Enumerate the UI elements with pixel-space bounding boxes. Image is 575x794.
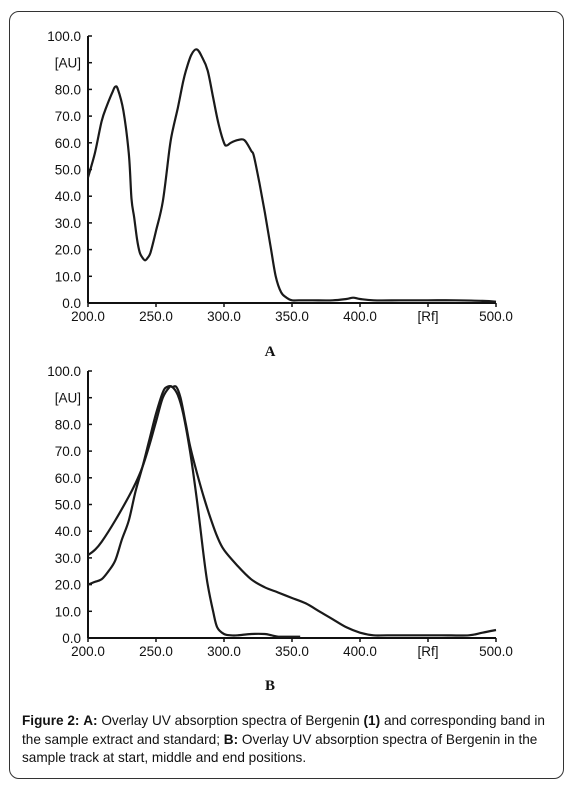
chart-b-x-tick-label: 350.0 [275, 644, 309, 659]
chart-a-x-tick-label: 350.0 [275, 309, 309, 324]
chart-b-y-tick-label: 80.0 [55, 417, 81, 432]
caption-b-text: Overlay UV absorption spectra of Bergeni… [22, 731, 538, 766]
chart-b-series-line-1 [87, 385, 497, 637]
chart-a-y-tick-label: 100.0 [47, 29, 81, 44]
chart-b-x-tick-label: 500.0 [479, 644, 513, 659]
chart-b-panel-label: B [265, 678, 275, 694]
chart-b-series-line-2 [87, 385, 301, 638]
chart-a-y-tick-label: 40.0 [55, 189, 81, 204]
chart-a-x-tick-label: 250.0 [139, 309, 173, 324]
chart-a-x-tick-label: 400.0 [343, 309, 377, 324]
chart-a-x-tick-label: 200.0 [71, 309, 105, 324]
chart-a-y-tick-label: 70.0 [55, 109, 81, 124]
chart-a-x-tick-label: 300.0 [207, 309, 241, 324]
chart-b-y-tick-label: 60.0 [55, 471, 81, 486]
chart-b-y-tick-label: 40.0 [55, 524, 81, 539]
figure-caption: Figure 2: A: Overlay UV absorption spect… [22, 712, 554, 768]
chart-b-y-tick-label: 10.0 [55, 604, 81, 619]
chart-a-y-tick-label: 50.0 [55, 163, 81, 178]
caption-b-label: B: [223, 731, 239, 747]
chart-a-x-tick-label: 500.0 [479, 309, 513, 324]
caption-a-text2: and corresponding band in the sample ext… [22, 713, 545, 747]
chart-a-y-tick-label: 10.0 [55, 269, 81, 284]
caption-figure-label: Figure 2: [22, 713, 80, 728]
chart-b-x-tick-label: 400.0 [343, 644, 377, 659]
chart-a: 100.0 [AU] 80.0 70.0 60.0 50.0 40.0 30.0 20.0 10.… [47, 29, 513, 360]
chart-a-series-line-1 [86, 48, 497, 303]
caption-a-text: Overlay UV absorption spectra of Bergeni… [101, 713, 360, 728]
chart-a-x-tick-label: [Rf] [417, 309, 438, 324]
chart-a-y-tick-label: 30.0 [55, 216, 81, 231]
chart-a-y-tick-label: 80.0 [55, 82, 81, 97]
caption-a-compound: (1) [363, 713, 381, 728]
chart-a-y-tick-label: 20.0 [55, 243, 81, 258]
figure-charts: 100.0 [AU] 80.0 70.0 60.0 50.0 40.0 30.0 20.0 10.… [47, 29, 513, 694]
chart-a-y-tick-label: 0.0 [62, 296, 81, 311]
chart-b-x-tick-label: 250.0 [139, 644, 173, 659]
chart-a-y-tick-label: [AU] [55, 56, 81, 71]
chart-b-y-tick-label: 20.0 [55, 578, 81, 593]
chart-b: 100.0 [AU] 80.0 70.0 60.0 50.0 40.0 30.0 20.0 10.… [47, 364, 513, 694]
figure-frame [9, 11, 564, 779]
chart-b-y-tick-label: 50.0 [55, 498, 81, 513]
caption-a-label: A: [83, 713, 98, 728]
chart-b-y-tick-label: 0.0 [62, 631, 81, 646]
chart-b-x-tick-label: 300.0 [207, 644, 241, 659]
chart-b-y-tick-label: 70.0 [55, 444, 81, 459]
chart-b-y-tick-label: 100.0 [47, 364, 81, 379]
chart-b-y-tick-label: 30.0 [55, 551, 81, 566]
chart-b-y-tick-label: [AU] [55, 391, 81, 406]
chart-a-panel-label: A [265, 344, 276, 360]
chart-b-x-tick-label: [Rf] [417, 644, 438, 659]
chart-b-x-tick-label: 200.0 [71, 644, 105, 659]
chart-a-y-tick-label: 60.0 [55, 136, 81, 151]
